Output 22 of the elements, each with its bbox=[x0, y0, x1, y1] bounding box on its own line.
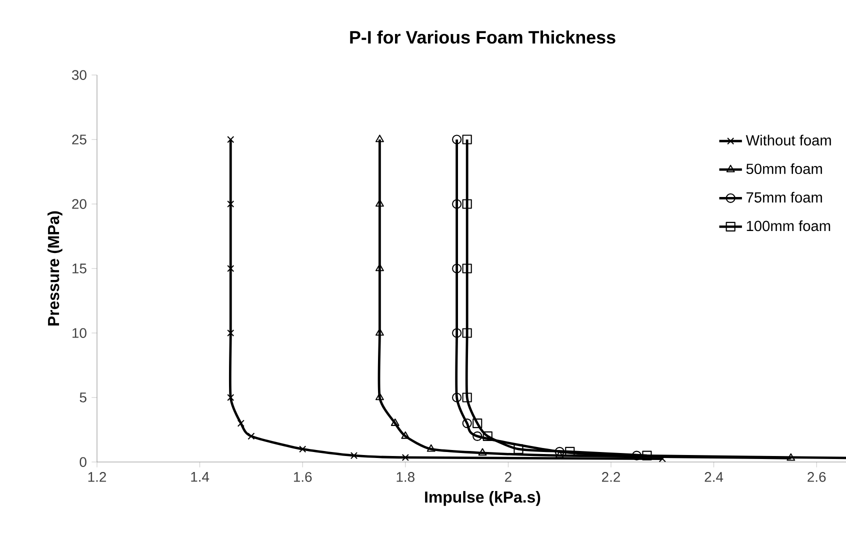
x-tick-label: 1.8 bbox=[396, 472, 414, 482]
y-tick-label: 15 bbox=[72, 264, 86, 274]
x-tick-label: 2 bbox=[505, 472, 512, 482]
legend-label: 75mm foam bbox=[746, 192, 822, 203]
y-tick-label: 5 bbox=[80, 392, 86, 402]
y-tick-label: 20 bbox=[72, 199, 86, 209]
y-tick-label: 0 bbox=[80, 457, 86, 467]
chart-title: P-I for Various Foam Thickness bbox=[350, 30, 616, 44]
x-tick-label: 2.2 bbox=[602, 472, 620, 482]
legend-label: Without foam bbox=[746, 134, 831, 146]
legend-label: 100mm foam bbox=[746, 220, 830, 232]
legend-label: 50mm foam bbox=[746, 163, 822, 174]
x-tick-label: 2.4 bbox=[704, 472, 724, 482]
x-axis-title: Impulse (kPa.s) bbox=[425, 491, 540, 506]
x-tick-label: 1.4 bbox=[191, 472, 210, 482]
x-tick-label: 1.2 bbox=[88, 472, 106, 482]
y-axis-title: Pressure (MPa) bbox=[47, 211, 62, 326]
y-tick-label: 25 bbox=[72, 134, 86, 144]
y-tick-label: 10 bbox=[72, 328, 86, 338]
x-tick-label: 1.6 bbox=[294, 472, 312, 482]
x-tick-label: 2.6 bbox=[808, 472, 826, 482]
y-tick-label: 30 bbox=[72, 70, 86, 80]
